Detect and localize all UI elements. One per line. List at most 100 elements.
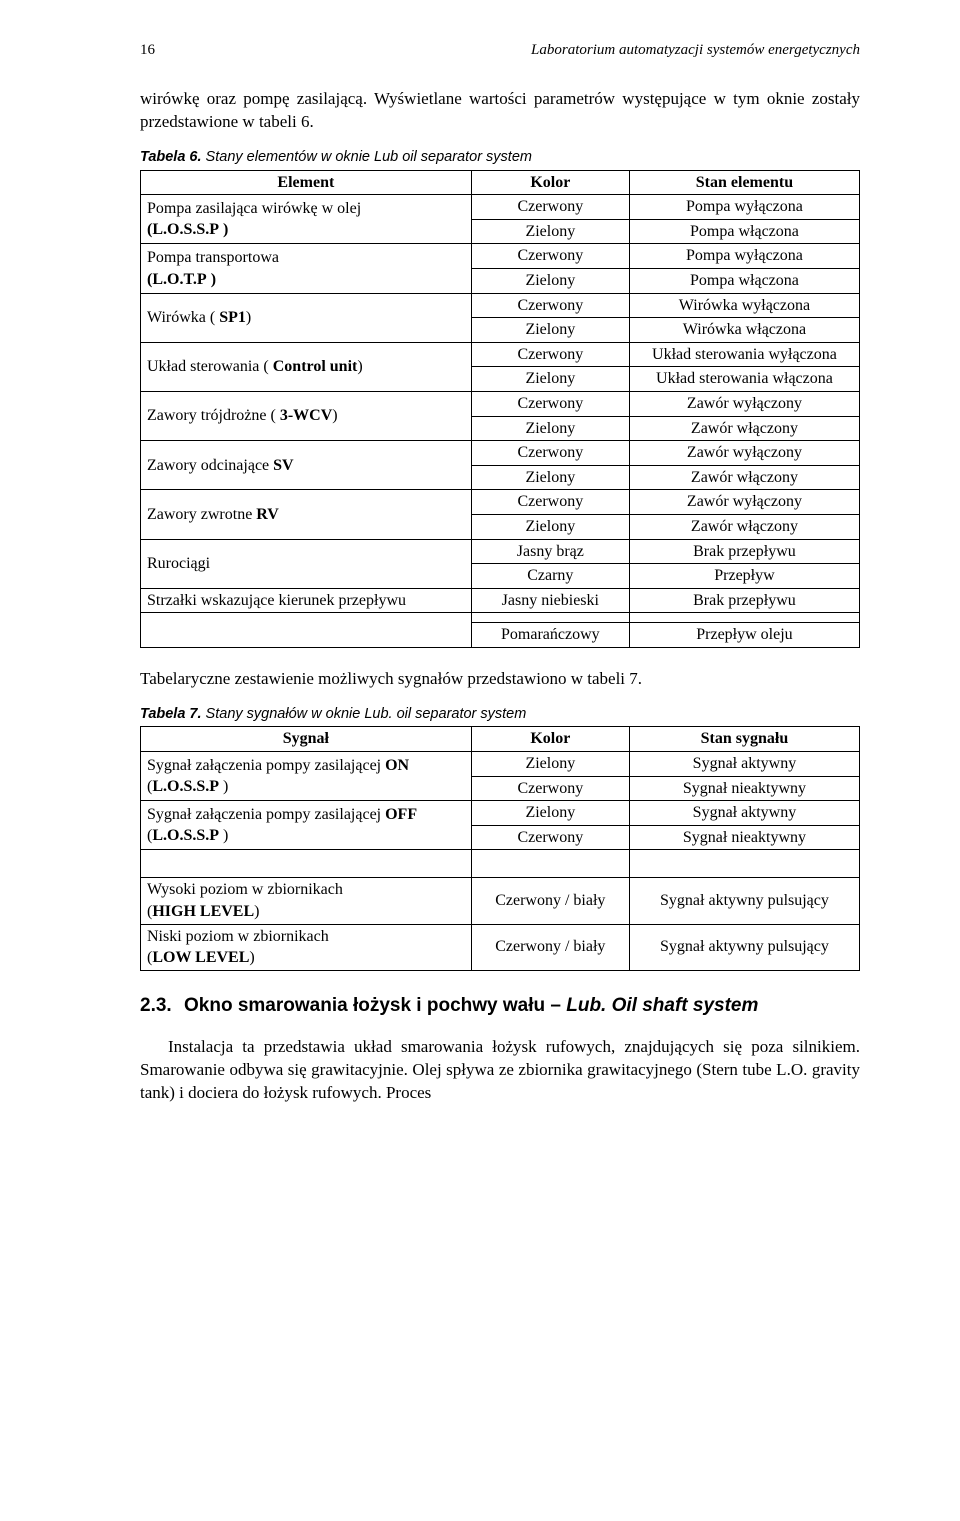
table7-state-cell: Sygnał aktywny pulsujący — [629, 924, 859, 970]
table6-state-cell: Pompa włączona — [629, 269, 859, 294]
section-heading: 2.3. Okno smarowania łożysk i pochwy wał… — [140, 993, 860, 1019]
section-title-italic: Lub. Oil shaft system — [566, 995, 758, 1016]
table6-state-cell: Brak przepływu — [629, 539, 859, 564]
table6-color-cell: Czerwony — [471, 195, 629, 220]
section-title: Okno smarowania łożysk i pochwy wału – L… — [184, 993, 860, 1019]
table6-header: Element — [141, 170, 472, 195]
table6-state-cell: Pompa wyłączona — [629, 195, 859, 220]
table6-color-cell: Czerwony — [471, 441, 629, 466]
table7-state-cell: Sygnał aktywny — [629, 752, 859, 777]
table6-caption-rest: Stany elementów w oknie Lub oil separato… — [202, 149, 532, 165]
table6-element-cell: Zawory trójdrożne ( 3-WCV) — [141, 392, 472, 441]
table6-color-cell: Zielony — [471, 318, 629, 343]
table7-signal-cell: Sygnał załączenia pompy zasilającej ON(L… — [141, 752, 472, 801]
table-row: Zawory trójdrożne ( 3-WCV)CzerwonyZawór … — [141, 392, 860, 417]
table7-signal-cell: Niski poziom w zbiornikach(LOW LEVEL) — [141, 924, 472, 970]
table-row: Pompa zasilająca wirówkę w olej(L.O.S.S.… — [141, 195, 860, 220]
table6-state-cell: Układ sterowania włączona — [629, 367, 859, 392]
table-row: Pompa transportowa(L.O.T.P )CzerwonyPomp… — [141, 244, 860, 269]
table6: ElementKolorStan elementuPompa zasilając… — [140, 170, 860, 648]
table7-color-cell: Czerwony — [471, 776, 629, 801]
table6-color-cell: Czerwony — [471, 293, 629, 318]
table6-color-cell: Czerwony — [471, 490, 629, 515]
table7-caption-bold: Tabela 7. — [140, 706, 202, 722]
table7-header: Stan sygnału — [629, 727, 859, 752]
table6-color-cell: Czerwony — [471, 244, 629, 269]
table-row: Niski poziom w zbiornikach(LOW LEVEL)Cze… — [141, 924, 860, 970]
table-row: Sygnał załączenia pompy zasilającej ON(L… — [141, 752, 860, 777]
table6-state-cell: Wirówka wyłączona — [629, 293, 859, 318]
table-row: Wysoki poziom w zbiornikach(HIGH LEVEL)C… — [141, 878, 860, 924]
table6-header: Stan elementu — [629, 170, 859, 195]
table-row — [141, 613, 860, 623]
table6-state-cell: Przepływ oleju — [629, 623, 859, 648]
header-title: Laboratorium automatyzacji systemów ener… — [531, 40, 860, 60]
table6-state-cell: Zawór wyłączony — [629, 490, 859, 515]
table7-state-cell: Sygnał nieaktywny — [629, 776, 859, 801]
closing-paragraph: Instalacja ta przedstawia układ smarowan… — [140, 1036, 860, 1105]
table-row: Zawory zwrotne RVCzerwonyZawór wyłączony — [141, 490, 860, 515]
table7-header: Sygnał — [141, 727, 472, 752]
table6-color-cell: Pomarańczowy — [471, 623, 629, 648]
table7-color-cell: Czerwony — [471, 825, 629, 850]
table6-state-cell: Zawór wyłączony — [629, 392, 859, 417]
table7-caption: Tabela 7. Stany sygnałów w oknie Lub. oi… — [140, 705, 860, 725]
table7-color-cell: Zielony — [471, 801, 629, 826]
table7-state-cell: Sygnał aktywny pulsujący — [629, 878, 859, 924]
table6-element-cell: Zawory zwrotne RV — [141, 490, 472, 539]
table7-signal-cell: Wysoki poziom w zbiornikach(HIGH LEVEL) — [141, 878, 472, 924]
table6-state-cell: Zawór włączony — [629, 465, 859, 490]
table6-state-cell: Zawór włączony — [629, 515, 859, 540]
table6-state-cell: Układ sterowania wyłączona — [629, 342, 859, 367]
table6-element-cell: Pompa zasilająca wirówkę w olej(L.O.S.S.… — [141, 195, 472, 244]
running-header: 16 Laboratorium automatyzacji systemów e… — [140, 40, 860, 60]
table6-element-cell: Pompa transportowa(L.O.T.P ) — [141, 244, 472, 293]
table7-signal-cell: Sygnał załączenia pompy zasilającej OFF(… — [141, 801, 472, 850]
table6-color-cell: Zielony — [471, 416, 629, 441]
table6-state-cell: Wirówka włączona — [629, 318, 859, 343]
table-row: Wirówka ( SP1)CzerwonyWirówka wyłączona — [141, 293, 860, 318]
intro-paragraph: wirówkę oraz pompę zasilającą. Wyświetla… — [140, 88, 860, 134]
table-row: Strzałki wskazujące kierunek przepływuJa… — [141, 588, 860, 613]
table7-color-cell: Zielony — [471, 752, 629, 777]
table6-header: Kolor — [471, 170, 629, 195]
table6-color-cell: Zielony — [471, 465, 629, 490]
table6-color-cell: Czerwony — [471, 392, 629, 417]
table6-state-cell: Brak przepływu — [629, 588, 859, 613]
table6-element-cell: Układ sterowania ( Control unit) — [141, 342, 472, 391]
page-number: 16 — [140, 40, 155, 60]
table7-header: Kolor — [471, 727, 629, 752]
table7: SygnałKolorStan sygnałuSygnał załączenia… — [140, 726, 860, 970]
section-title-plain: Okno smarowania łożysk i pochwy wału – — [184, 995, 566, 1016]
table6-element-cell: Zawory odcinające SV — [141, 441, 472, 490]
table6-caption-bold: Tabela 6. — [140, 149, 202, 165]
table6-color-cell: Zielony — [471, 515, 629, 540]
table6-color-cell: Czerwony — [471, 342, 629, 367]
table7-state-cell: Sygnał nieaktywny — [629, 825, 859, 850]
table7-color-cell: Czerwony / biały — [471, 924, 629, 970]
section-number: 2.3. — [140, 993, 184, 1019]
table6-color-cell: Zielony — [471, 269, 629, 294]
table6-caption: Tabela 6. Stany elementów w oknie Lub oi… — [140, 148, 860, 168]
table6-color-cell: Jasny niebieski — [471, 588, 629, 613]
table6-element-cell: Rurociągi — [141, 539, 472, 588]
table6-state-cell: Zawór wyłączony — [629, 441, 859, 466]
table6-color-cell: Zielony — [471, 219, 629, 244]
table6-state-cell: Zawór włączony — [629, 416, 859, 441]
table6-color-cell: Czarny — [471, 564, 629, 589]
table-row: Sygnał załączenia pompy zasilającej OFF(… — [141, 801, 860, 826]
table6-element-cell: Wirówka ( SP1) — [141, 293, 472, 342]
table7-state-cell: Sygnał aktywny — [629, 801, 859, 826]
table6-color-cell: Jasny brąz — [471, 539, 629, 564]
mid-paragraph: Tabelaryczne zestawienie możliwych sygna… — [140, 668, 860, 691]
table6-state-cell: Pompa włączona — [629, 219, 859, 244]
table6-color-cell: Zielony — [471, 367, 629, 392]
table6-element-cell: Strzałki wskazujące kierunek przepływu — [141, 588, 472, 613]
table-row — [141, 850, 860, 878]
table-row: RurociągiJasny brązBrak przepływu — [141, 539, 860, 564]
table-row: Zawory odcinające SVCzerwonyZawór wyłącz… — [141, 441, 860, 466]
table6-state-cell: Przepływ — [629, 564, 859, 589]
table7-color-cell: Czerwony / biały — [471, 878, 629, 924]
table7-caption-rest: Stany sygnałów w oknie Lub. oil separato… — [202, 706, 527, 722]
table6-state-cell: Pompa wyłączona — [629, 244, 859, 269]
